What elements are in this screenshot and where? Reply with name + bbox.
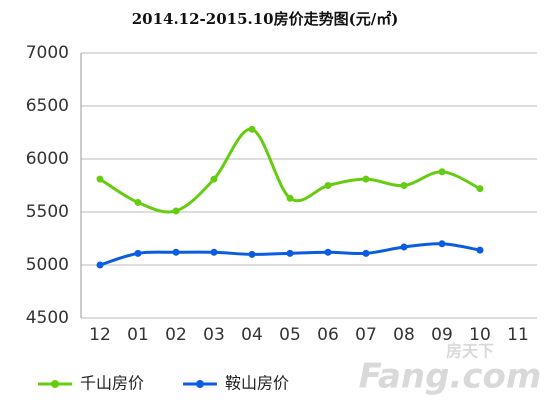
point <box>96 261 104 269</box>
point <box>248 250 256 258</box>
x-tick-label: 07 <box>355 325 377 345</box>
chart-title: 2014.12-2015.10房价走势图(元/㎡) <box>132 10 399 28</box>
legend-label: 鞍山房价 <box>225 374 289 393</box>
point <box>134 249 142 257</box>
point <box>286 249 294 257</box>
point <box>324 248 332 256</box>
point <box>96 175 104 183</box>
point <box>248 125 256 133</box>
point <box>172 207 180 215</box>
x-tick-label: 02 <box>165 325 187 345</box>
x-tick-label: 04 <box>241 325 263 345</box>
y-tick-label: 7000 <box>26 43 69 63</box>
x-tick-label: 08 <box>393 325 415 345</box>
point <box>438 168 446 176</box>
point <box>438 240 446 248</box>
point <box>476 185 484 193</box>
legend-label: 千山房价 <box>80 374 144 393</box>
x-tick-label: 12 <box>89 325 111 345</box>
x-tick-label: 10 <box>469 325 491 345</box>
watermark-cn: 房天下 <box>446 342 494 361</box>
point <box>134 198 142 206</box>
x-tick-label: 03 <box>203 325 225 345</box>
point <box>324 182 332 189</box>
x-tick-label: 05 <box>279 325 301 345</box>
point <box>362 249 370 257</box>
y-tick-label: 6500 <box>26 96 69 116</box>
x-tick-label: 09 <box>431 325 453 345</box>
point <box>210 248 218 256</box>
point <box>210 175 218 183</box>
y-tick-label: 5500 <box>26 202 69 222</box>
y-tick-label: 6000 <box>26 149 69 169</box>
x-tick-label: 06 <box>317 325 339 345</box>
legend-marker <box>51 380 59 388</box>
watermark-brand: Fang.com <box>359 357 542 397</box>
point <box>286 194 294 202</box>
legend-marker <box>196 380 204 388</box>
point <box>400 243 408 251</box>
point <box>400 182 408 189</box>
x-tick-label: 11 <box>507 325 529 345</box>
y-tick-label: 4500 <box>26 308 69 328</box>
point <box>362 175 370 183</box>
point <box>476 246 484 254</box>
x-tick-label: 01 <box>127 325 149 345</box>
y-tick-label: 5000 <box>26 255 69 275</box>
point <box>172 248 180 256</box>
